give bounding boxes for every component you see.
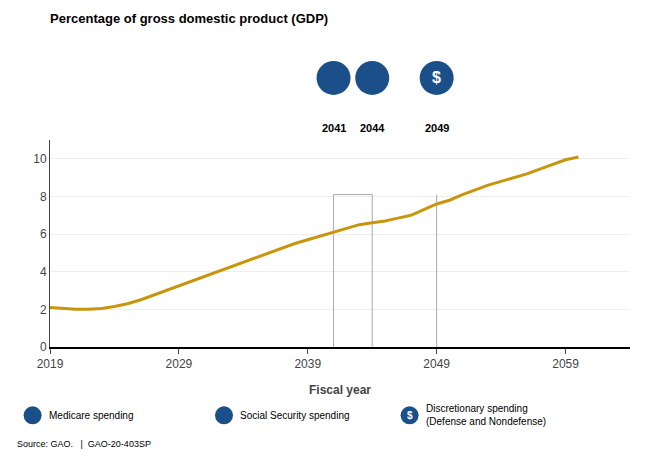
svg-text:2041: 2041 [322,122,346,134]
svg-text:10: 10 [33,152,47,166]
svg-text:Source: GAO. | GAO-20-403SP: Source: GAO. | GAO-20-403SP [17,439,151,449]
svg-text:Fiscal year: Fiscal year [309,383,371,397]
svg-text:$: $ [407,410,413,421]
svg-text:2044: 2044 [360,122,385,134]
svg-text:4: 4 [40,265,47,279]
svg-text:2: 2 [40,303,47,317]
svg-text:Medicare spending: Medicare spending [49,410,134,421]
svg-text:2049: 2049 [423,357,450,371]
svg-text:6: 6 [40,227,47,241]
svg-text:0: 0 [40,340,47,354]
svg-text:2039: 2039 [294,357,321,371]
svg-text:2059: 2059 [552,357,579,371]
svg-text:$: $ [432,69,441,86]
svg-text:8: 8 [40,190,47,204]
svg-text:Discretionary spending(Defense: Discretionary spending(Defense and Nonde… [426,403,546,427]
svg-text:2019: 2019 [37,357,64,371]
svg-text:2049: 2049 [425,122,449,134]
svg-text:Social Security spending: Social Security spending [240,410,350,421]
svg-text:Percentage of gross domestic p: Percentage of gross domestic product (GD… [50,11,328,26]
svg-text:2029: 2029 [166,357,193,371]
